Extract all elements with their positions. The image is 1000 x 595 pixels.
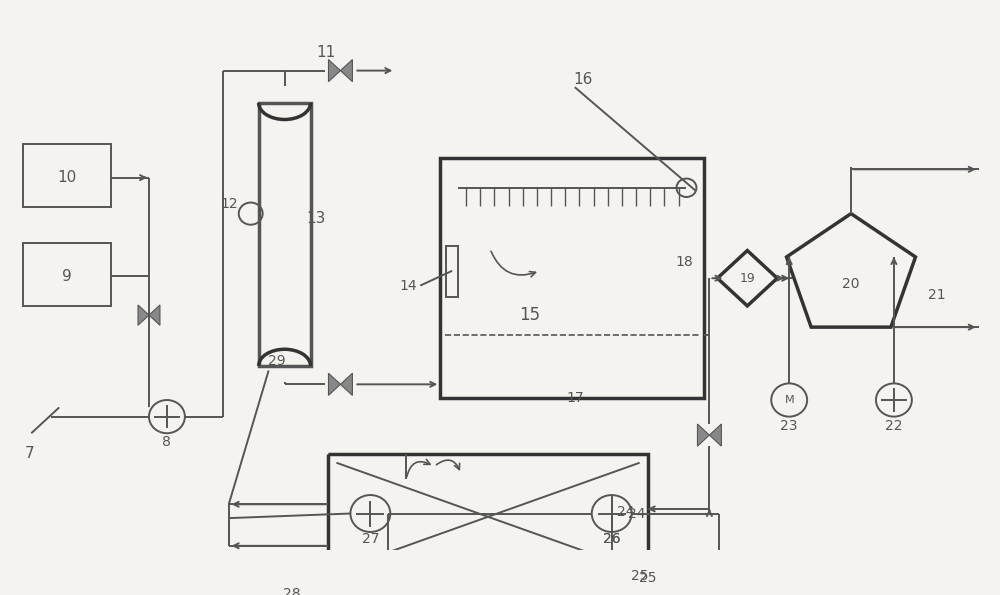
Polygon shape bbox=[697, 424, 709, 446]
Text: 27: 27 bbox=[362, 533, 379, 546]
Text: 7: 7 bbox=[24, 446, 34, 461]
Polygon shape bbox=[340, 373, 352, 396]
Text: 29: 29 bbox=[268, 354, 285, 368]
Polygon shape bbox=[709, 424, 721, 446]
Polygon shape bbox=[149, 305, 160, 325]
Polygon shape bbox=[340, 60, 352, 82]
Bar bbox=[259, 103, 311, 366]
Text: 19: 19 bbox=[739, 272, 755, 285]
Text: 26: 26 bbox=[603, 533, 621, 546]
Text: 24: 24 bbox=[628, 506, 645, 521]
Text: 25: 25 bbox=[639, 571, 656, 585]
Text: 14: 14 bbox=[399, 278, 417, 293]
Text: 9: 9 bbox=[62, 269, 72, 284]
Text: 22: 22 bbox=[885, 419, 903, 433]
Text: 15: 15 bbox=[519, 306, 540, 324]
Text: 12: 12 bbox=[220, 198, 238, 211]
Text: 28: 28 bbox=[283, 587, 300, 595]
Bar bbox=[440, 158, 704, 398]
Polygon shape bbox=[138, 305, 149, 325]
Bar bbox=[23, 145, 111, 207]
Text: 16: 16 bbox=[573, 73, 592, 87]
Bar bbox=[23, 243, 111, 306]
Text: 26: 26 bbox=[603, 533, 621, 546]
Text: 25: 25 bbox=[631, 569, 648, 583]
Text: 10: 10 bbox=[58, 170, 77, 185]
Text: 8: 8 bbox=[162, 436, 171, 449]
Text: 13: 13 bbox=[306, 211, 325, 226]
Text: 24: 24 bbox=[617, 505, 634, 519]
Text: 11: 11 bbox=[316, 45, 335, 60]
Text: 18: 18 bbox=[676, 255, 693, 268]
Text: M: M bbox=[784, 395, 794, 405]
Text: 21: 21 bbox=[928, 288, 946, 302]
Text: 23: 23 bbox=[780, 419, 798, 433]
Polygon shape bbox=[328, 60, 340, 82]
Text: 20: 20 bbox=[842, 277, 860, 291]
Polygon shape bbox=[328, 373, 340, 396]
Text: 17: 17 bbox=[566, 391, 584, 405]
Bar bbox=[328, 453, 648, 595]
Bar bbox=[446, 246, 458, 297]
